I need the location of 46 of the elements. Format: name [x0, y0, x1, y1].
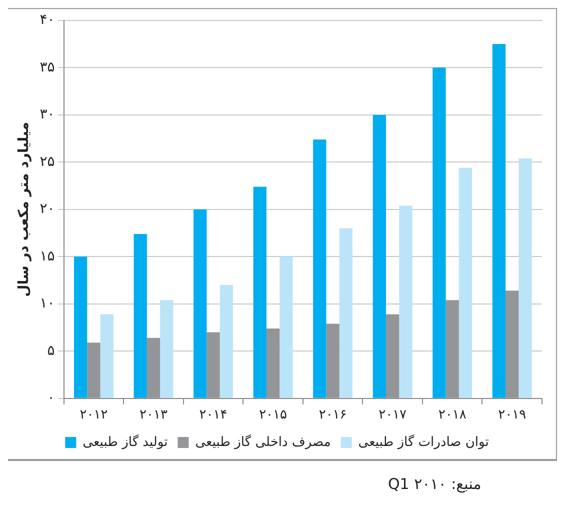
bar [220, 285, 233, 398]
bar [372, 114, 386, 398]
y-tick-label: ۲۵ [40, 154, 55, 170]
bar [87, 342, 100, 398]
bar [280, 256, 293, 398]
x-tick-label: ۲۰۱۳ [140, 408, 168, 423]
y-tick-label: ۲۰ [40, 201, 55, 218]
bar [339, 228, 353, 398]
y-tick-label: ۳۰ [40, 106, 55, 123]
x-tick-label: ۲۰۱۹ [498, 408, 526, 423]
bar [446, 300, 459, 398]
x-tick-label: ۲۰۱۲ [80, 408, 108, 423]
y-tick-label: ۳۵ [40, 59, 55, 76]
bar [313, 139, 326, 398]
bar [206, 332, 220, 398]
bar [458, 168, 472, 398]
bar [100, 314, 114, 398]
x-tick-label: ۲۰۱۸ [438, 408, 466, 423]
bar [432, 68, 446, 398]
x-tick-label: ۲۰۱۴ [199, 408, 228, 423]
bar [518, 158, 532, 398]
x-tick-label: ۲۰۱۶ [318, 408, 347, 423]
bar [492, 44, 506, 398]
x-tick-label: ۲۰۱۵ [259, 408, 288, 423]
x-tick-label: ۲۰۱۷ [378, 408, 407, 423]
bar [146, 338, 160, 398]
legend-label: تولید گاز طبیعی [82, 434, 168, 450]
bar [399, 206, 412, 398]
y-axis-title: میلیارد متر مکعب در سال [16, 122, 32, 297]
legend-label: مصرف داخلی گاز طبیعی [195, 434, 331, 450]
bar [253, 186, 266, 398]
text: منبع: Q1 ۲۰۱۰ [387, 475, 482, 493]
bar [74, 256, 88, 398]
bar [506, 290, 519, 398]
y-tick-label: ۰ [47, 390, 55, 406]
bar [386, 314, 400, 398]
bar [134, 234, 147, 398]
y-tick-label: ۵ [47, 342, 55, 359]
y-tick-label: ۴۰ [40, 12, 55, 28]
bar [194, 209, 207, 398]
legend-label: توان صادرات گاز طبیعی [358, 434, 490, 450]
bar [160, 300, 174, 398]
bar [266, 328, 280, 398]
y-tick-label: ۱۵ [40, 248, 55, 264]
bar [326, 324, 340, 398]
y-tick-label: ۱۰ [40, 296, 55, 312]
